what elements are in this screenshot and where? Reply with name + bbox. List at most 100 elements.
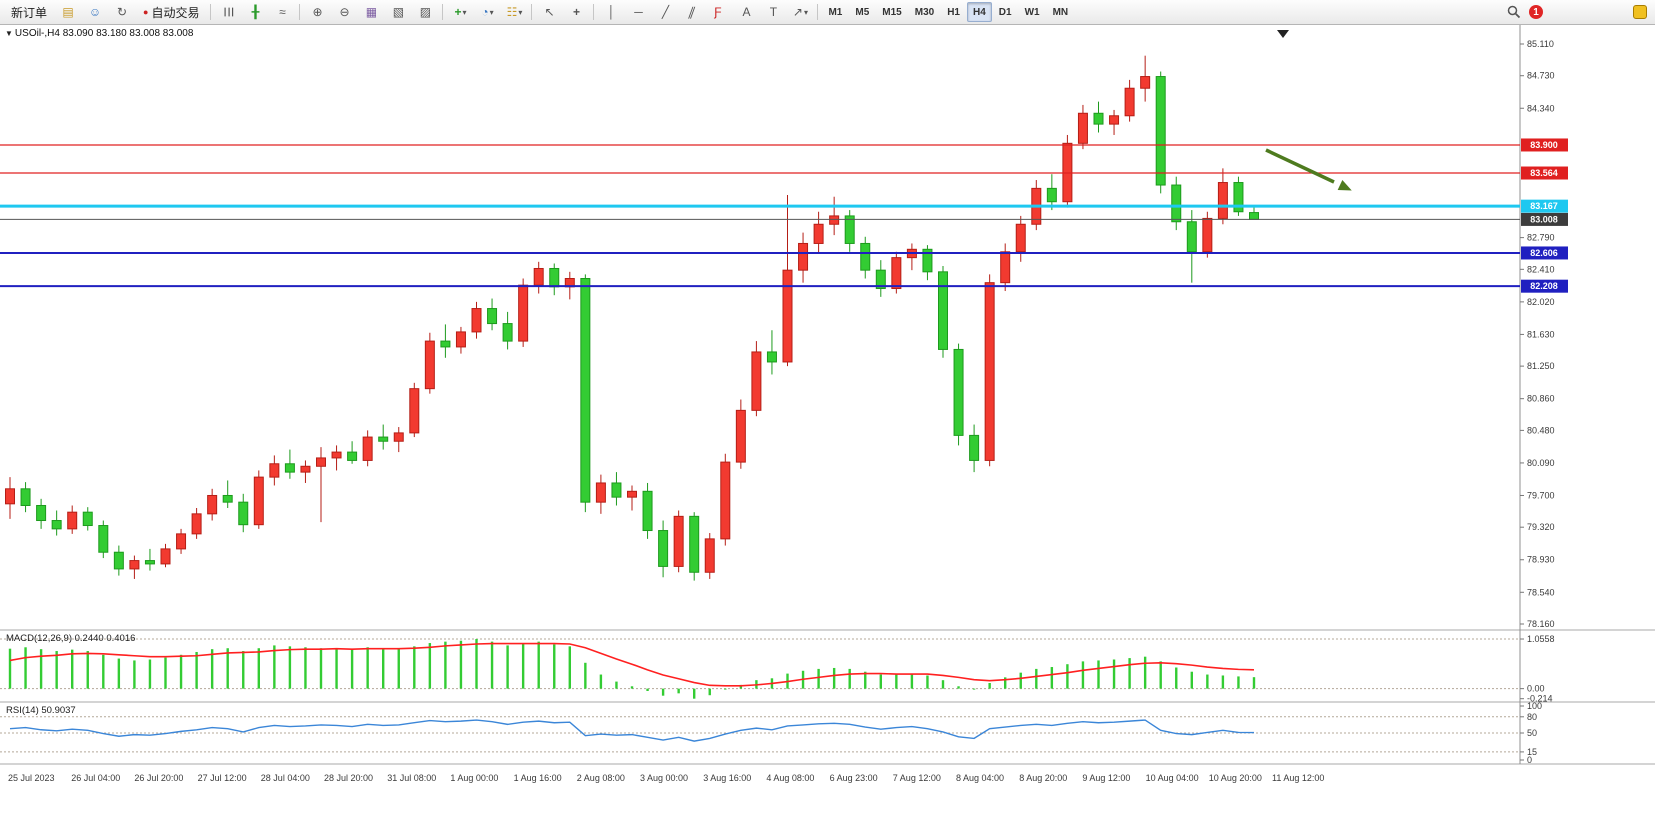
timeframe-m30[interactable]: M30: [914, 6, 935, 18]
price-axis-label: 85.110: [1527, 39, 1554, 49]
candle-body: [378, 436, 389, 442]
toolbar-separator: [531, 4, 533, 20]
chart-window-button[interactable]: ▤: [55, 1, 81, 23]
text-tool-button[interactable]: A: [733, 1, 759, 23]
search-button[interactable]: [1507, 5, 1521, 19]
candle-body: [766, 351, 777, 363]
timeframe-d1[interactable]: D1: [998, 6, 1012, 18]
candle-body: [595, 482, 606, 503]
timeframe-mn[interactable]: MN: [1052, 6, 1069, 18]
chevron-down-icon: ▾: [803, 7, 808, 17]
zoom-in-button[interactable]: ⊕: [304, 1, 330, 23]
horizontal-line-tool-button[interactable]: ─: [625, 1, 651, 23]
candle-body: [673, 515, 684, 567]
time-axis-label: 3 Aug 00:00: [640, 773, 688, 783]
time-axis-label: 25 Jul 2023: [8, 773, 55, 783]
auto-trading-icon: ●: [143, 7, 149, 17]
chart-shift-icon: [1277, 30, 1289, 38]
price-badge-label: 83.564: [1530, 168, 1558, 178]
tile-windows-button[interactable]: ▧: [385, 1, 411, 23]
trendline-tool-button[interactable]: ╱: [652, 1, 678, 23]
time-axis-label: 3 Aug 16:00: [703, 773, 751, 783]
candle-body: [658, 530, 669, 567]
channel-tool-button[interactable]: ∥: [679, 1, 705, 23]
period-button[interactable]: ◔ ▾: [474, 1, 500, 23]
candle-body: [409, 388, 420, 434]
candle-body: [798, 242, 809, 271]
chevron-down-icon: ▾: [518, 7, 523, 17]
candle-body: [98, 525, 109, 553]
bar-chart-mode-button[interactable]: ☰: [215, 1, 241, 23]
rsi-axis-label: 0: [1527, 755, 1532, 765]
vertical-line-icon: │: [607, 5, 616, 19]
candle-body: [191, 513, 202, 535]
rsi-axis-label: 50: [1527, 728, 1537, 738]
macd-axis-label: 0.00: [1527, 684, 1545, 694]
candle-body: [518, 284, 529, 342]
toolbar-separator: [817, 4, 819, 20]
price-badge-label: 82.606: [1530, 248, 1558, 258]
candle-body: [891, 257, 902, 290]
timeframe-m5[interactable]: M5: [855, 6, 870, 18]
candle-body: [720, 461, 731, 540]
time-axis-label: 8 Aug 04:00: [956, 773, 1004, 783]
refresh-icon: ↻: [116, 5, 128, 19]
price-badge-label: 83.900: [1530, 140, 1558, 150]
candle-body: [455, 331, 466, 348]
toolbar-separator: [593, 4, 595, 20]
candle-body: [253, 476, 264, 526]
price-axis-label: 81.250: [1527, 361, 1555, 371]
candle-body: [160, 548, 171, 565]
chevron-down-icon: ▾: [489, 7, 494, 17]
vertical-line-tool-button[interactable]: │: [598, 1, 624, 23]
alert-icon[interactable]: [1633, 5, 1647, 19]
timeframe-w1[interactable]: W1: [1024, 6, 1040, 18]
cursor-tool-button[interactable]: ↖: [536, 1, 562, 23]
macd-axis-label: -0.214: [1527, 694, 1553, 704]
time-axis-label: 9 Aug 12:00: [1082, 773, 1130, 783]
refresh-button[interactable]: ↻: [109, 1, 135, 23]
label-tool-button[interactable]: T: [760, 1, 786, 23]
price-axis-label: 82.410: [1527, 264, 1555, 274]
rsi-axis-label: 15: [1527, 747, 1537, 757]
timeframe-m15[interactable]: M15: [882, 6, 902, 18]
candle-body: [642, 490, 653, 532]
cascade-windows-button[interactable]: ▨: [412, 1, 438, 23]
candle-body: [238, 501, 249, 526]
profile-icon: ☺: [88, 5, 102, 19]
candle-body: [1109, 115, 1120, 125]
timeframe-h4[interactable]: H4: [966, 2, 992, 22]
fibonacci-tool-button[interactable]: Ƒ: [706, 1, 732, 23]
candle-body: [1046, 187, 1057, 203]
current-price-badge: [1521, 212, 1568, 226]
new-order-button[interactable]: 新订单: [11, 5, 48, 20]
candle-body: [269, 463, 280, 478]
grid-button[interactable]: ▦: [358, 1, 384, 23]
price-axis-label: 78.930: [1527, 555, 1555, 565]
timeframe-m1[interactable]: M1: [828, 6, 843, 18]
price-axis-label: 79.320: [1527, 522, 1555, 532]
candlestick-mode-button[interactable]: ╂: [242, 1, 268, 23]
add-indicator-button[interactable]: + ▾: [447, 1, 473, 23]
time-axis-label: 11 Aug 12:00: [1272, 773, 1324, 783]
template-button[interactable]: ☷ ▾: [501, 1, 527, 23]
time-axis-label: 10 Aug 20:00: [1209, 773, 1262, 783]
zoom-out-button[interactable]: ⊖: [331, 1, 357, 23]
line-chart-mode-button[interactable]: ≈: [269, 1, 295, 23]
price-badge: [1521, 138, 1568, 152]
notification-badge[interactable]: 1: [1529, 5, 1543, 19]
arrows-tool-button[interactable]: ↗ ▾: [787, 1, 813, 23]
crosshair-tool-button[interactable]: +: [563, 1, 589, 23]
timeframe-h1[interactable]: H1: [947, 6, 960, 18]
auto-trading-button[interactable]: ● 自动交易: [136, 1, 206, 23]
candle-body: [533, 267, 544, 286]
macd-signal-line: [9, 642, 1255, 687]
svg-text:83.008: 83.008: [1530, 214, 1558, 224]
trendline-icon: ╱: [661, 5, 670, 19]
toolbar-separator: [299, 4, 301, 20]
profile-button[interactable]: ☺: [82, 1, 108, 23]
chart-window-icon: ▤: [62, 5, 74, 19]
candle-body: [316, 457, 326, 467]
